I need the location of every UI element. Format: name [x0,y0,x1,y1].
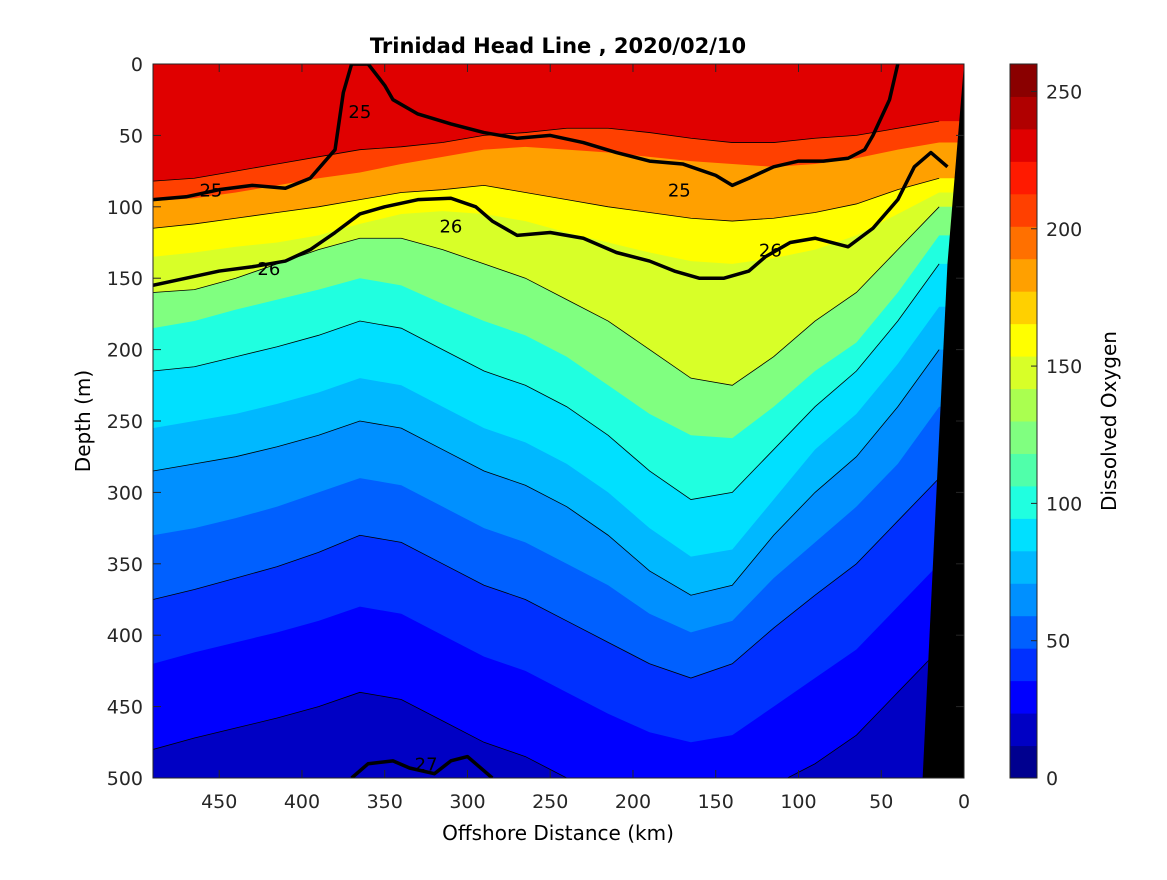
thin-contour-220 [153,120,940,182]
x-tick-label: 50 [869,791,893,813]
x-axis-label: Offshore Distance (km) [442,821,674,845]
colorbar-tick-label: 250 [1046,81,1082,103]
density-contours [153,64,949,778]
colorbar-step [1010,291,1037,325]
colorbar-step [1010,421,1037,454]
y-tick-label: 200 [107,340,143,362]
contour-label: 26 [759,241,782,262]
y-tick-label: 250 [107,411,143,433]
colorbar-step [1010,713,1037,747]
y-tick-label: 50 [119,125,143,147]
colorbar-step [1010,550,1037,584]
y-tick-label: 300 [107,482,143,504]
y-tick-label: 450 [107,697,143,719]
x-tick-label: 300 [449,791,485,813]
colorbar-step [1010,161,1037,195]
bathymetry [922,64,964,778]
x-tick-label: 450 [201,791,237,813]
contour-labels: 25 25 25 26 26 26 27 [199,102,781,776]
colorbar-ticks: 0 50 100 150 200 250 [1031,81,1082,790]
thin-contour-180 [153,177,940,229]
x-tick-label: 400 [284,791,320,813]
colorbar-step [1010,745,1037,779]
x-tick-label: 200 [615,791,651,813]
chart-title: Trinidad Head Line , 2020/02/10 [370,34,746,58]
y-axis-label: Depth (m) [71,370,95,472]
y-tick-label: 100 [107,197,143,219]
contour-label: 25 [668,181,691,202]
colorbar-step [1010,356,1037,390]
colorbar [1009,63,1038,779]
y-axis: 0 50 100 150 200 250 300 350 400 450 500 [107,54,964,790]
contour-label: 26 [439,216,462,237]
colorbar-step [1010,388,1037,422]
oxygen-band-220 [153,64,964,182]
colorbar-step [1010,323,1037,357]
contour-label: 25 [348,102,371,123]
plot-area [153,64,964,778]
density-contour-27 [350,754,494,778]
colorbar-step [1010,226,1037,260]
y-tick-label: 350 [107,554,143,576]
colorbar-step [1010,615,1037,649]
colorbar-step [1010,96,1037,130]
colorbar-step [1010,258,1037,292]
colorbar-step [1010,680,1037,714]
colorbar-tick-label: 100 [1046,493,1082,515]
thin-contour-70 [153,349,940,596]
colorbar-frame [1009,63,1038,779]
x-tick-label: 150 [698,791,734,813]
y-tick-label: 0 [131,54,143,76]
colorbar-step [1010,193,1037,227]
colorbar-step [1010,518,1037,552]
colorbar-label: Dissolved Oxygen [1097,331,1121,511]
y-tick-label: 400 [107,625,143,647]
colorbar-step [1010,64,1037,97]
y-tick-label: 500 [107,768,143,790]
density-contour-26 [153,150,949,288]
colorbar-step [1010,485,1037,519]
colorbar-tick-label: 50 [1046,631,1070,653]
x-tick-label: 250 [532,791,568,813]
contour-label: 26 [257,259,280,280]
density-contour-25 [153,64,900,202]
thin-contour-30 [153,649,940,778]
colorbar-tick-label: 0 [1046,768,1058,790]
thin-contour-140 [153,206,940,386]
y-tick-label: 150 [107,268,143,290]
thin-contour-50 [153,477,940,679]
thin-contour-100 [153,263,940,500]
colorbar-tick-label: 150 [1046,356,1082,378]
x-axis: 450 400 350 300 250 200 150 100 50 0 [201,64,970,813]
colorbar-tick-label: 200 [1046,219,1082,241]
x-tick-label: 350 [367,791,403,813]
colorbar-step [1010,128,1037,162]
colorbar-step [1010,648,1037,682]
colorbar-step [1010,583,1037,617]
x-tick-label: 0 [958,791,970,813]
contour-label: 25 [199,181,222,202]
x-tick-label: 100 [780,791,816,813]
colorbar-step [1010,453,1037,487]
contour-label: 27 [415,755,438,776]
